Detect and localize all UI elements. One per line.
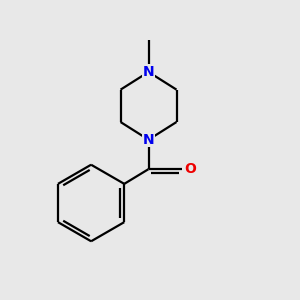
- Text: N: N: [143, 133, 154, 147]
- Text: N: N: [143, 65, 154, 79]
- Text: O: O: [185, 161, 197, 176]
